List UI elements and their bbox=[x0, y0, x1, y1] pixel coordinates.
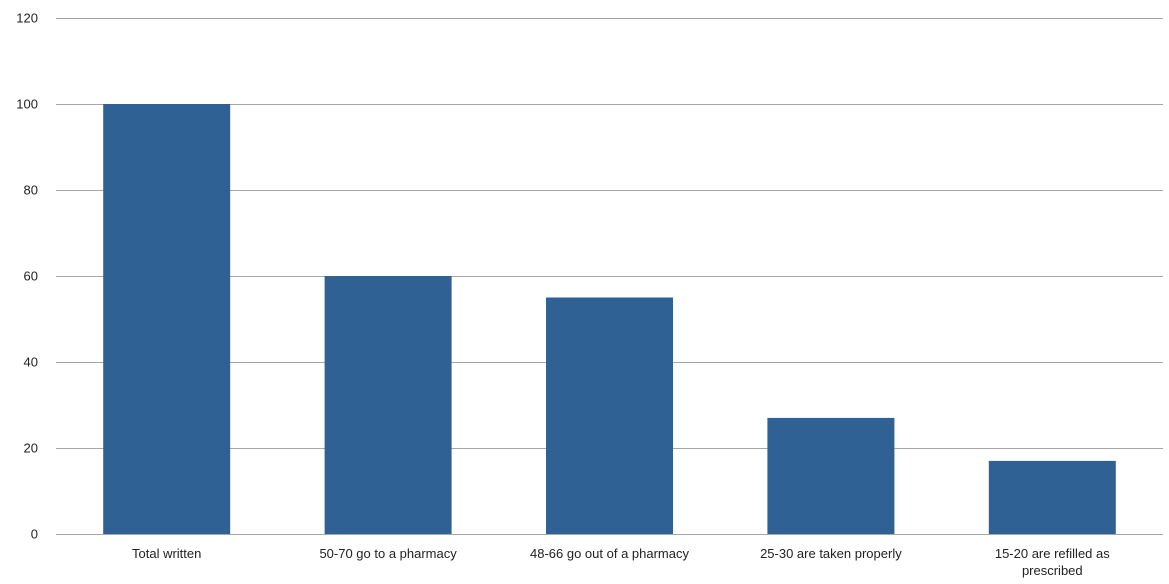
category-label: 48-66 go out of a pharmacy bbox=[530, 546, 689, 561]
category-label-line: 48-66 go out of a pharmacy bbox=[530, 546, 689, 561]
category-label: 15-20 are refilled as prescribed bbox=[995, 546, 1110, 578]
bar-3 bbox=[546, 297, 673, 534]
category-label-line: Total written bbox=[132, 546, 201, 561]
category-label: 50-70 go to a pharmacy bbox=[319, 546, 457, 561]
category-label-line: prescribed bbox=[1022, 563, 1083, 578]
y-axis-ticks: 0 20 40 60 80 100 120 bbox=[16, 11, 38, 542]
y-tick-label: 0 bbox=[31, 527, 38, 542]
y-tick-label: 120 bbox=[16, 11, 38, 26]
category-label-line: 25-30 are taken properly bbox=[760, 546, 902, 561]
x-axis-labels: Total written 50-70 go to a pharmacy 48-66… bbox=[132, 546, 1110, 578]
y-tick-label: 60 bbox=[24, 269, 38, 284]
category-label-line: 15-20 are refilled as bbox=[995, 546, 1110, 561]
bar-5 bbox=[988, 460, 1116, 534]
category-label-line: 50-70 go to a pharmacy bbox=[319, 546, 457, 561]
category-label: 25-30 are taken properly bbox=[760, 546, 902, 561]
y-tick-label: 80 bbox=[24, 183, 38, 198]
bar-2 bbox=[324, 276, 452, 534]
y-tick-label: 20 bbox=[24, 441, 38, 456]
y-tick-label: 100 bbox=[16, 97, 38, 112]
y-tick-label: 40 bbox=[24, 355, 38, 370]
bar-4 bbox=[767, 417, 895, 534]
category-label: Total written bbox=[132, 546, 201, 561]
bar-1 bbox=[103, 104, 231, 534]
bars bbox=[103, 104, 1116, 534]
